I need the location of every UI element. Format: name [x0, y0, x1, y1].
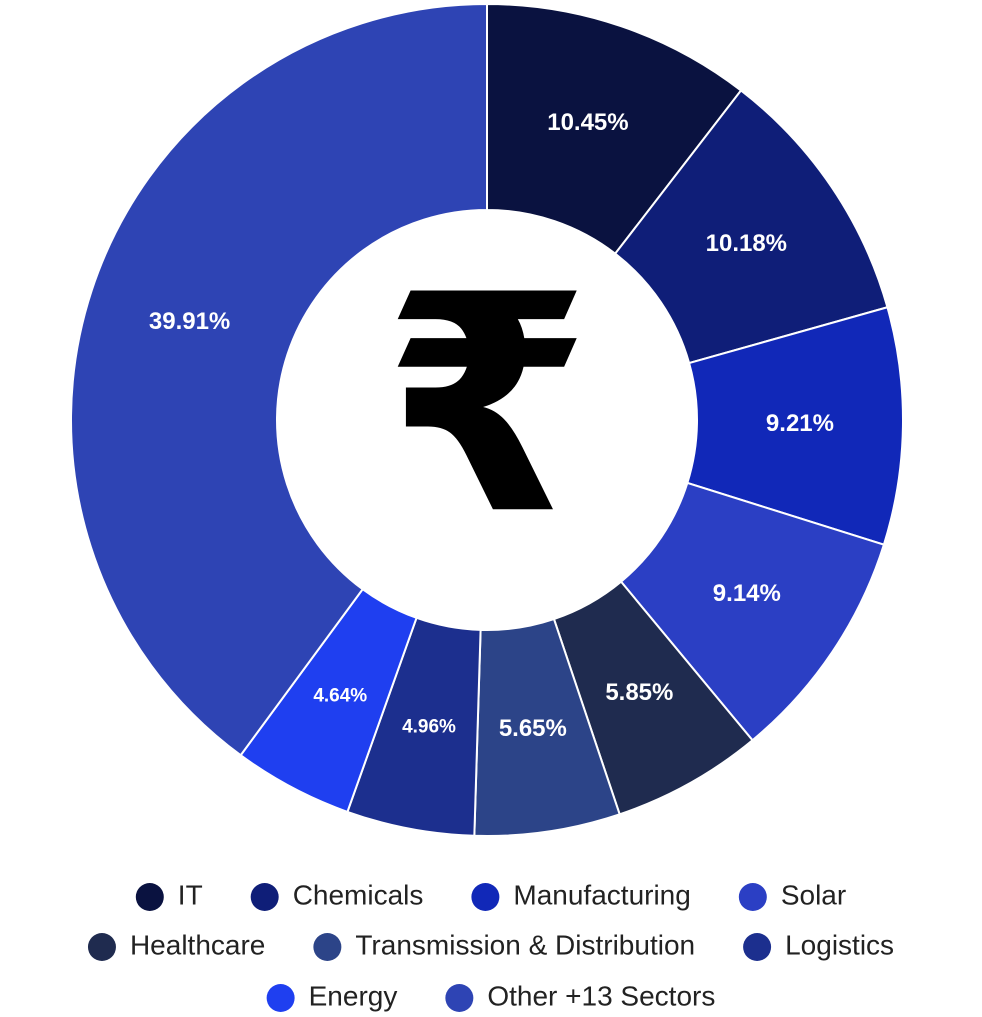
legend-row: Healthcare Transmission & Distribution Log…: [87, 929, 894, 961]
value-label: 10.45%: [547, 109, 628, 136]
legend-label: Logistics: [785, 929, 894, 960]
legend-swatch: [738, 883, 767, 911]
legend-swatch: [135, 883, 164, 911]
value-label: 5.85%: [605, 679, 673, 706]
slice: [619, 481, 886, 742]
legend-label: Solar: [781, 879, 846, 910]
value-label: 10.18%: [706, 230, 787, 257]
legend-label: Other +13 Sectors: [487, 980, 715, 1011]
legend-swatch: [743, 933, 772, 961]
legend-swatch: [250, 883, 279, 911]
legend-swatch: [445, 984, 474, 1012]
legend-label: IT: [178, 879, 203, 910]
legend-swatch: [87, 933, 116, 961]
legend-row: IT Chemicals Manufacturing Solar: [135, 879, 846, 911]
value-label: 5.65%: [499, 715, 567, 742]
slice: [70, 2, 488, 757]
legend-label: Chemicals: [293, 879, 424, 910]
value-label: 9.14%: [713, 580, 781, 607]
legend-row: Energy Other +13 Sectors: [266, 980, 715, 1012]
legend-label: Transmission & Distribution: [355, 929, 695, 960]
value-label: 4.96%: [402, 717, 456, 738]
value-label: 4.64%: [313, 685, 367, 706]
legend-label: Healthcare: [130, 929, 265, 960]
value-label: 9.21%: [766, 410, 834, 437]
slice: [486, 2, 743, 256]
legend-label: Manufacturing: [513, 879, 690, 910]
legend-label: Energy: [309, 980, 398, 1011]
center-symbol: ₹: [383, 237, 592, 573]
legend-swatch: [471, 883, 500, 911]
value-label: 39.91%: [149, 308, 230, 335]
legend-swatch: [313, 933, 342, 961]
legend-swatch: [266, 984, 295, 1012]
